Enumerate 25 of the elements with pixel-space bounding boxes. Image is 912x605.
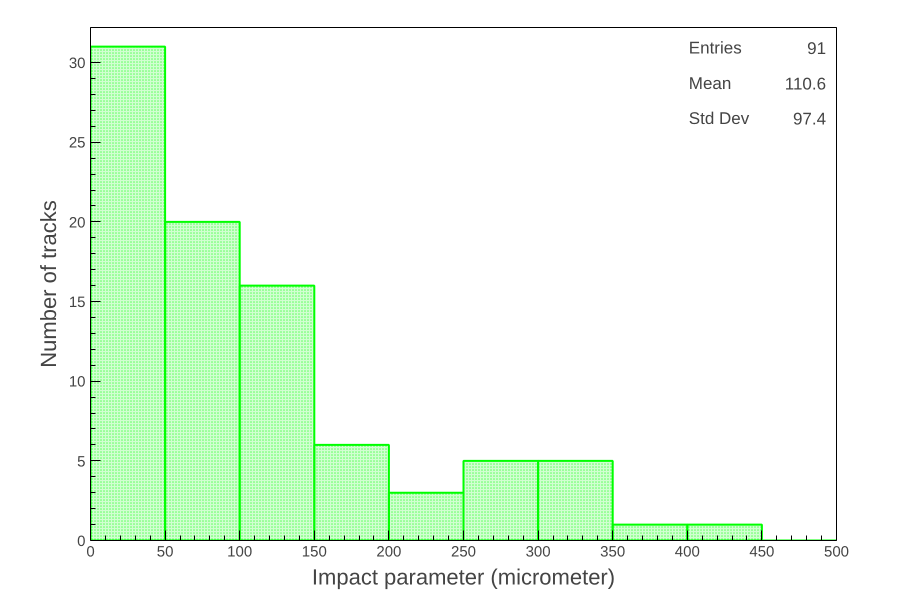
annotation: 91	[807, 39, 826, 58]
y-axis-title: Number of tracks	[36, 200, 61, 368]
x-tick-label: 400	[674, 544, 700, 560]
x-axis-title: Impact parameter (micrometer)	[312, 564, 616, 590]
y-tick-label: 0	[77, 533, 86, 550]
x-tick-label: 50	[156, 544, 174, 560]
x-tick-label: 100	[227, 544, 252, 560]
annotation: 97.4	[792, 109, 826, 128]
x-tick-label: 350	[600, 544, 626, 560]
annotation: Std Dev	[688, 108, 750, 128]
x-tick-label: 200	[376, 544, 402, 560]
y-tick-label: 10	[68, 374, 86, 391]
annotation: Entries	[688, 38, 742, 58]
y-tick-label: 20	[68, 214, 86, 232]
y-tick-label: 25	[68, 134, 86, 152]
y-tick-label: 5	[77, 453, 86, 470]
x-tick-label: 300	[526, 544, 551, 560]
x-tick-label: 500	[824, 544, 850, 560]
y-tick-label: 30	[68, 55, 86, 72]
y-tick-label: 15	[68, 294, 86, 312]
x-tick-label: 450	[749, 544, 774, 560]
x-tick-label: 250	[450, 544, 476, 560]
x-tick-label: 150	[302, 544, 327, 560]
annotation: 110.6	[784, 74, 826, 94]
annotation: Mean	[688, 74, 732, 93]
